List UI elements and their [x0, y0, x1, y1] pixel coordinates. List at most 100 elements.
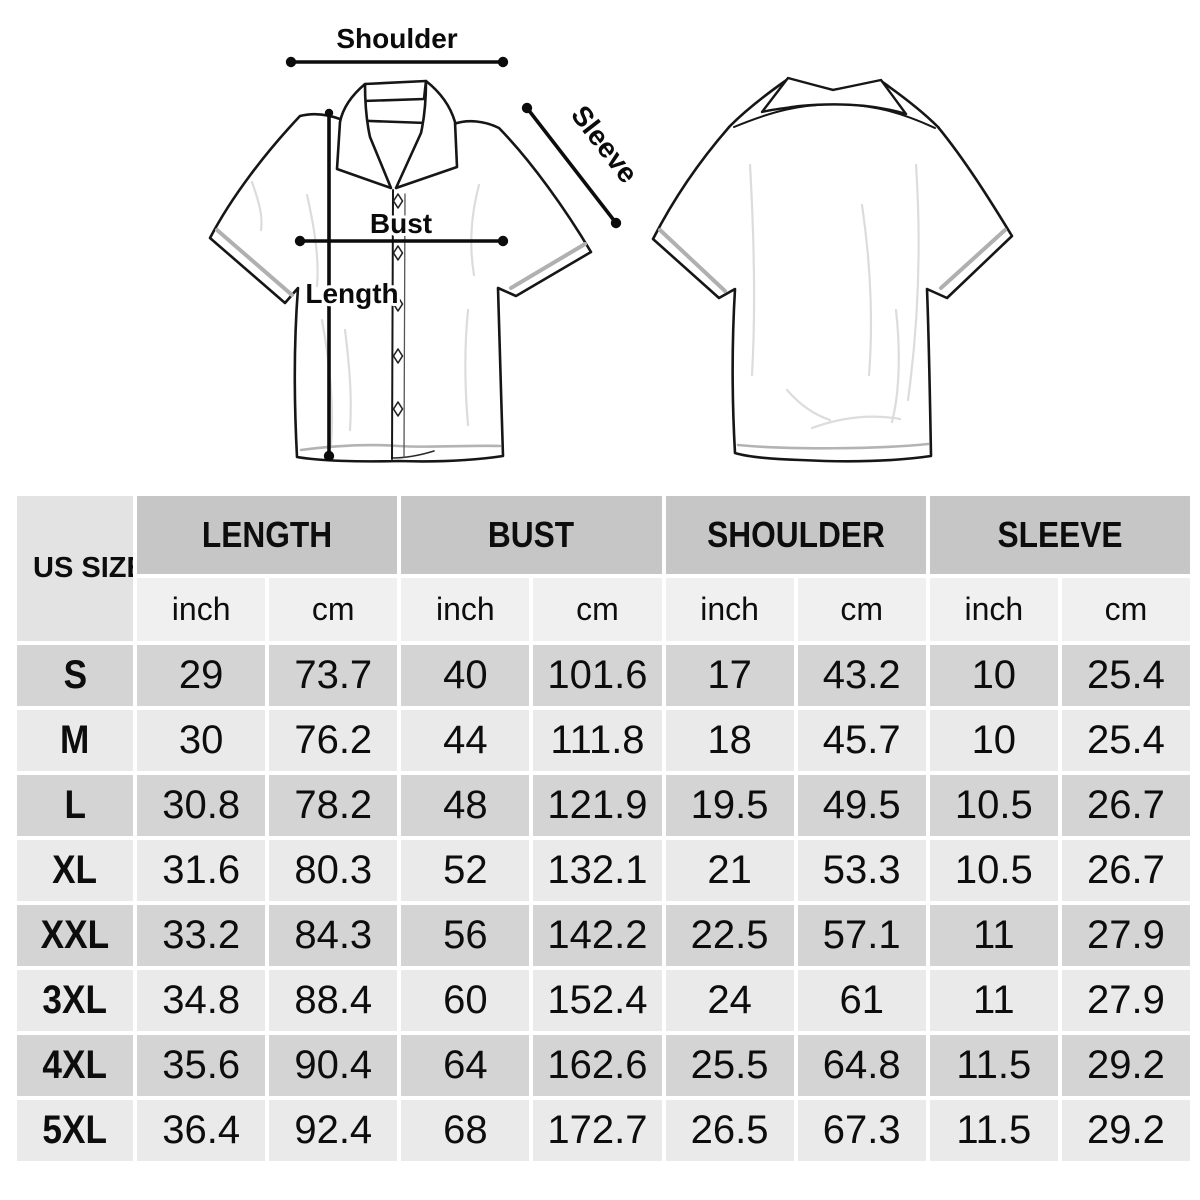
bust-cm-value: 101.6	[533, 645, 662, 706]
size-row-M: M 30 76.2 44 111.8 18 45.7 10 25.4	[17, 710, 1190, 771]
size-row-4XL: 4XL 35.6 90.4 64 162.6 25.5 64.8 11.5 29.2	[17, 1035, 1190, 1096]
size-label: XXL	[17, 905, 134, 966]
shoulder-group-label: SHOULDER	[706, 514, 885, 555]
sleeve-cm-value: 26.7	[1061, 775, 1190, 836]
size-label-text: M	[60, 718, 90, 762]
length-cm-value: 90.4	[269, 1035, 398, 1096]
bust-inch-value: 52	[401, 840, 530, 901]
sleeve-inch-value: 10.5	[929, 775, 1058, 836]
length-cm-value: 78.2	[269, 775, 398, 836]
size-row-XXL: XXL 33.2 84.3 56 142.2 22.5 57.1 11 27.9	[17, 905, 1190, 966]
shirt-back-drawing	[651, 76, 1014, 463]
size-row-XL: XL 31.6 80.3 52 132.1 21 53.3 10.5 26.7	[17, 840, 1190, 901]
shoulder-measure-line	[285, 56, 509, 68]
bust-inch-value: 40	[401, 645, 530, 706]
size-chart-table: US SIZE LENGTH BUST SHOULDER SLEEVE inch…	[13, 492, 1194, 1165]
front-hem-stitching	[299, 443, 502, 452]
length-inch-value: 30.8	[137, 775, 266, 836]
unit-header-row: inch cm inch cm inch cm inch cm	[17, 578, 1190, 641]
length-inch-value: 29	[137, 645, 266, 706]
length-inch-value: 34.8	[137, 970, 266, 1031]
shoulder-group-header: SHOULDER	[665, 496, 926, 574]
size-label: S	[17, 645, 134, 706]
sleeve-cm-value: 27.9	[1061, 970, 1190, 1031]
bust-label: Bust	[370, 208, 432, 239]
shirt-measurement-diagram: Shoulder Bust Length Sleeve	[208, 20, 1014, 463]
measurement-annotations	[285, 56, 622, 462]
back-hem-stitching	[736, 442, 930, 450]
unit-header: cm	[1061, 578, 1190, 641]
length-measure-line	[323, 108, 335, 462]
bust-cm-value: 162.6	[533, 1035, 662, 1096]
size-label-text: XL	[52, 848, 98, 892]
size-label-text: 5XL	[42, 1108, 108, 1152]
front-placket-line	[391, 189, 394, 460]
sleeve-cm-value: 27.9	[1061, 905, 1190, 966]
bust-cm-value: 111.8	[533, 710, 662, 771]
shoulder-cm-value: 53.3	[797, 840, 926, 901]
unit-header: inch	[665, 578, 794, 641]
sleeve-cm-value: 29.2	[1061, 1035, 1190, 1096]
shirt-back-body	[651, 77, 1014, 463]
length-inch-value: 36.4	[137, 1100, 266, 1161]
sleeve-group-header: SLEEVE	[929, 496, 1190, 574]
size-label-text: L	[64, 783, 86, 827]
bust-cm-value: 121.9	[533, 775, 662, 836]
length-cm-value: 76.2	[269, 710, 398, 771]
shoulder-label: Shoulder	[336, 23, 457, 54]
unit-header: inch	[929, 578, 1058, 641]
bust-cm-value: 152.4	[533, 970, 662, 1031]
length-label: Length	[305, 278, 398, 309]
front-placket-inner-line	[403, 193, 406, 458]
us-size-header: US SIZE	[17, 496, 134, 641]
bust-inch-value: 44	[401, 710, 530, 771]
size-label: L	[17, 775, 134, 836]
bust-cm-value: 142.2	[533, 905, 662, 966]
length-cm-value: 73.7	[269, 645, 398, 706]
back-collar	[760, 76, 908, 116]
shoulder-inch-value: 18	[665, 710, 794, 771]
bust-cm-value: 172.7	[533, 1100, 662, 1161]
unit-header: cm	[797, 578, 926, 641]
size-row-L: L 30.8 78.2 48 121.9 19.5 49.5 10.5 26.7	[17, 775, 1190, 836]
size-label: 4XL	[17, 1035, 134, 1096]
length-group-header: LENGTH	[137, 496, 398, 574]
bust-inch-value: 64	[401, 1035, 530, 1096]
back-cuff-stitching	[658, 228, 1007, 293]
unit-header: inch	[401, 578, 530, 641]
us-size-header-text: US SIZE	[33, 552, 133, 585]
bust-inch-value: 48	[401, 775, 530, 836]
shoulder-cm-value: 61	[797, 970, 926, 1031]
size-label: 3XL	[17, 970, 134, 1031]
sleeve-inch-value: 10	[929, 645, 1058, 706]
shoulder-inch-value: 25.5	[665, 1035, 794, 1096]
shoulder-inch-value: 17	[665, 645, 794, 706]
sleeve-measure-line	[521, 102, 622, 229]
shoulder-inch-value: 21	[665, 840, 794, 901]
shoulder-cm-value: 67.3	[797, 1100, 926, 1161]
sleeve-inch-value: 11	[929, 905, 1058, 966]
sleeve-inch-value: 10	[929, 710, 1058, 771]
shoulder-cm-value: 64.8	[797, 1035, 926, 1096]
shoulder-inch-value: 24	[665, 970, 794, 1031]
sleeve-inch-value: 11.5	[929, 1100, 1058, 1161]
front-collar	[335, 79, 459, 190]
bust-group-label: BUST	[488, 514, 575, 555]
length-cm-value: 92.4	[269, 1100, 398, 1161]
front-buttons	[392, 193, 404, 417]
size-row-5XL: 5XL 36.4 92.4 68 172.7 26.5 67.3 11.5 29.2	[17, 1100, 1190, 1161]
shoulder-cm-value: 45.7	[797, 710, 926, 771]
back-fabric-creases	[748, 163, 920, 430]
size-label-text: 4XL	[42, 1043, 108, 1087]
bust-measure-line	[294, 235, 509, 247]
length-cm-value: 84.3	[269, 905, 398, 966]
shoulder-cm-value: 57.1	[797, 905, 926, 966]
shirt-front-body	[208, 112, 593, 463]
length-group-label: LENGTH	[202, 514, 333, 555]
length-inch-value: 30	[137, 710, 266, 771]
bust-inch-value: 60	[401, 970, 530, 1031]
bust-inch-value: 68	[401, 1100, 530, 1161]
unit-header: inch	[137, 578, 266, 641]
unit-header: cm	[533, 578, 662, 641]
